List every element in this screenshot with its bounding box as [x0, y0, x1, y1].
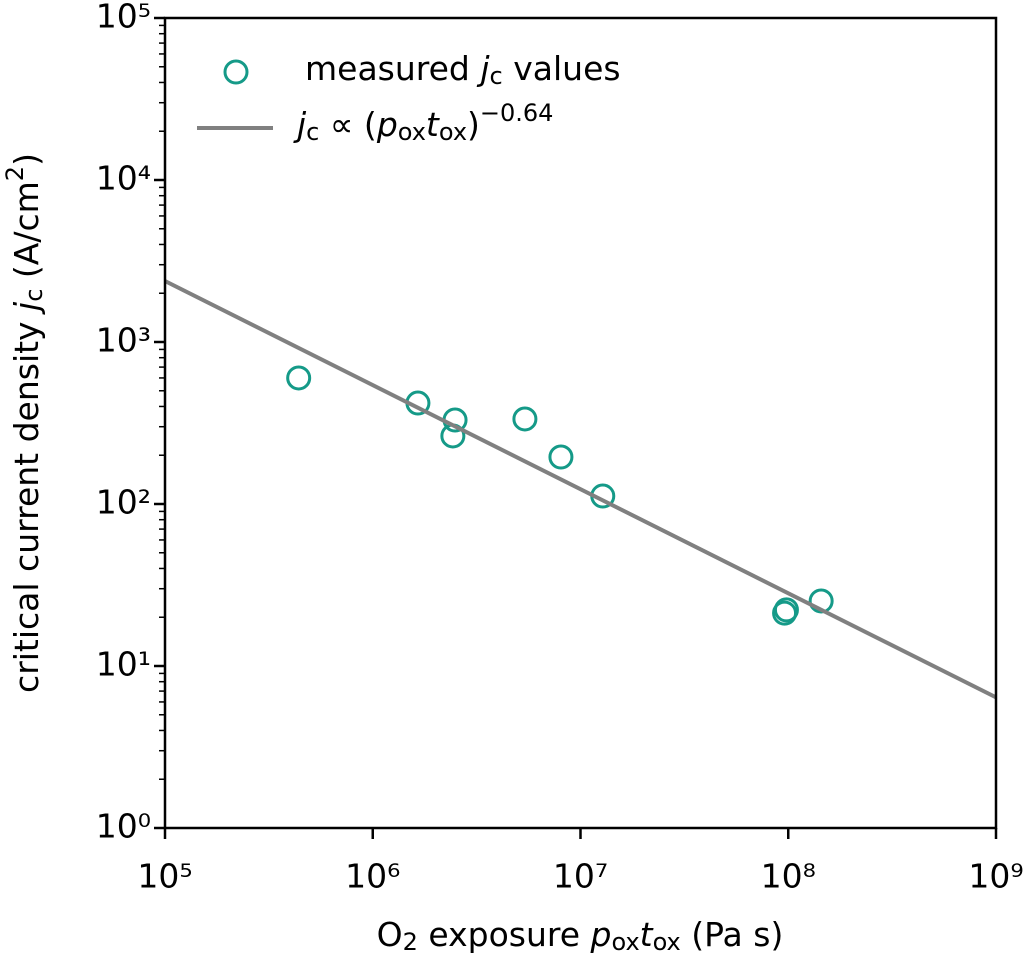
data-point	[548, 444, 574, 470]
y-tick-label: 10⁰	[96, 807, 151, 846]
y-tick-label: 10¹	[96, 645, 151, 684]
x-tick-label: 10⁵	[137, 857, 192, 896]
legend-label: jc ∝ (poxtox)−0.64	[293, 99, 553, 146]
y-axis-label: critical current density jc (A/cm2)	[1, 153, 48, 693]
data-point	[512, 406, 538, 432]
x-tick-label: 10⁶	[345, 857, 400, 896]
x-tick-label: 10⁸	[761, 857, 816, 896]
y-tick-label: 10²	[96, 483, 151, 522]
y-tick-label: 10⁵	[96, 0, 151, 36]
data-point	[286, 365, 312, 391]
y-tick-label: 10³	[96, 321, 151, 360]
y-tick-label: 10⁴	[96, 159, 151, 198]
x-tick-label: 10⁹	[968, 857, 1023, 896]
data-point	[773, 597, 799, 623]
fit-line	[165, 279, 996, 700]
x-tick-label: 10⁷	[553, 857, 608, 896]
x-axis-label: O2 exposure poxtox (Pa s)	[377, 915, 784, 955]
legend-marker	[223, 59, 249, 85]
legend-label: measured jc values	[305, 49, 621, 91]
plot-frame	[163, 16, 998, 830]
